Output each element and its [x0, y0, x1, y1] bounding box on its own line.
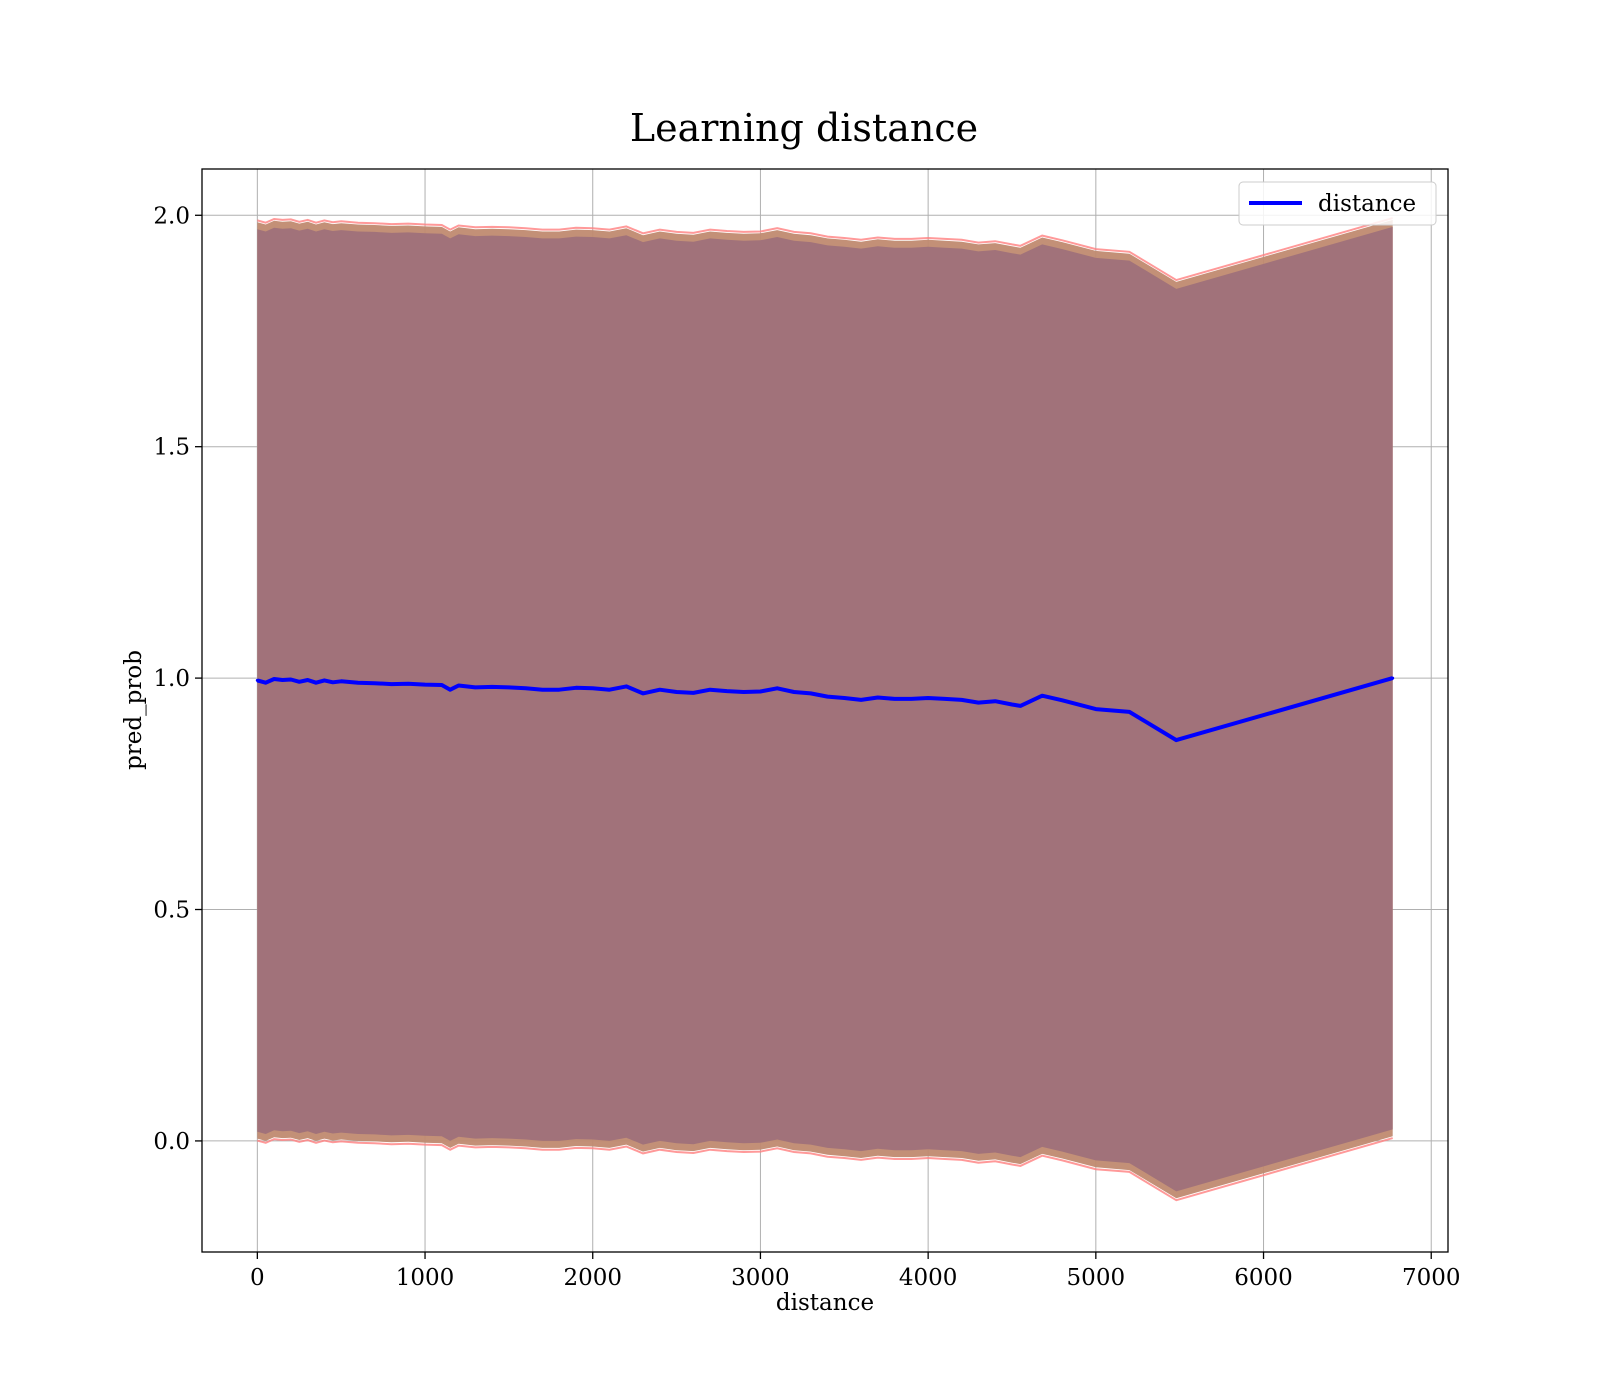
- x-tick-label: 3000: [731, 1265, 790, 1291]
- series-point: [1040, 694, 1044, 698]
- y-tick-label: 1.5: [153, 435, 190, 461]
- series-point: [574, 686, 578, 690]
- series-point: [339, 679, 343, 683]
- series-layer: [255, 676, 1395, 743]
- series-point: [708, 688, 712, 692]
- series-point: [809, 691, 813, 695]
- series-point: [448, 688, 452, 692]
- series-point: [826, 695, 829, 699]
- series-point: [909, 697, 913, 701]
- series-point: [1391, 676, 1395, 680]
- series-point: [725, 689, 729, 693]
- legend: distance: [1238, 181, 1437, 226]
- series-point: [591, 686, 595, 690]
- series-point: [524, 686, 528, 690]
- y-tick-label: 0.5: [153, 898, 190, 924]
- series-point: [859, 698, 863, 702]
- y-axis: 0.0 0.5 1.0 1.5 2.0: [153, 203, 202, 1155]
- series-point: [297, 680, 301, 684]
- series-point: [440, 683, 444, 687]
- series-point: [264, 681, 268, 685]
- series-point: [926, 696, 930, 700]
- series-point: [281, 678, 284, 682]
- series-point: [423, 683, 427, 687]
- series-point: [1174, 738, 1178, 742]
- confidence-band: [257, 217, 1393, 1202]
- legend-label-distance: distance: [1318, 191, 1416, 217]
- series-point: [993, 699, 997, 703]
- series-point: [893, 697, 897, 701]
- x-tick-label: 7000: [1402, 1265, 1461, 1291]
- y-axis-label: pred_prob: [121, 650, 147, 770]
- band-inner: [257, 226, 1393, 1192]
- series-point: [356, 681, 360, 685]
- series-point: [675, 690, 679, 694]
- series-point: [255, 678, 259, 682]
- series-point: [943, 697, 947, 701]
- series-point: [507, 685, 511, 689]
- x-tick-label: 6000: [1234, 1265, 1293, 1291]
- series-point: [406, 682, 410, 686]
- series-point: [658, 688, 662, 692]
- series-point: [1060, 698, 1064, 702]
- y-tick-label: 0.0: [153, 1129, 190, 1155]
- series-point: [390, 682, 393, 686]
- x-axis-label: distance: [776, 1290, 874, 1316]
- series-point: [842, 696, 846, 700]
- series-point: [792, 690, 796, 694]
- series-point: [876, 696, 880, 699]
- series-point: [1010, 703, 1014, 706]
- series-point: [775, 686, 779, 690]
- x-tick-label: 4000: [899, 1265, 958, 1291]
- series-point: [960, 698, 964, 702]
- series-point: [490, 685, 494, 689]
- series-point: [272, 677, 276, 681]
- series-point: [373, 681, 377, 685]
- series-point: [608, 688, 611, 692]
- series-point: [540, 688, 544, 692]
- series-point: [1127, 710, 1131, 714]
- series-point: [976, 701, 980, 705]
- series-point: [624, 684, 628, 688]
- x-tick-label: 1000: [396, 1265, 455, 1291]
- series-point: [742, 690, 746, 694]
- series-point: [1094, 707, 1098, 711]
- series-point: [758, 690, 762, 693]
- chart-title: Learning distance: [630, 106, 978, 150]
- y-tick-label: 1.0: [153, 666, 190, 692]
- series-point: [1018, 704, 1022, 708]
- plot-frame: [201, 168, 1449, 1253]
- y-tick-label: 2.0: [153, 203, 190, 229]
- series-point: [457, 684, 461, 687]
- series-point: [473, 685, 477, 689]
- series-point: [306, 678, 310, 682]
- series-point: [314, 681, 318, 685]
- x-tick-label: 0: [250, 1265, 265, 1291]
- series-point: [289, 678, 293, 681]
- series-point: [691, 691, 695, 695]
- band-lower-edge: [257, 1137, 1393, 1202]
- x-tick-label: 2000: [563, 1265, 622, 1291]
- series-point: [641, 691, 645, 695]
- band-upper-edge: [257, 217, 1393, 282]
- series-point: [322, 678, 326, 682]
- x-axis: 0 1000 2000 3000 4000 5000 6000 7000: [250, 1252, 1461, 1291]
- legend-frame: [1238, 181, 1437, 226]
- series-point: [557, 688, 561, 692]
- x-tick-label: 5000: [1067, 1265, 1126, 1291]
- series-point: [331, 680, 335, 684]
